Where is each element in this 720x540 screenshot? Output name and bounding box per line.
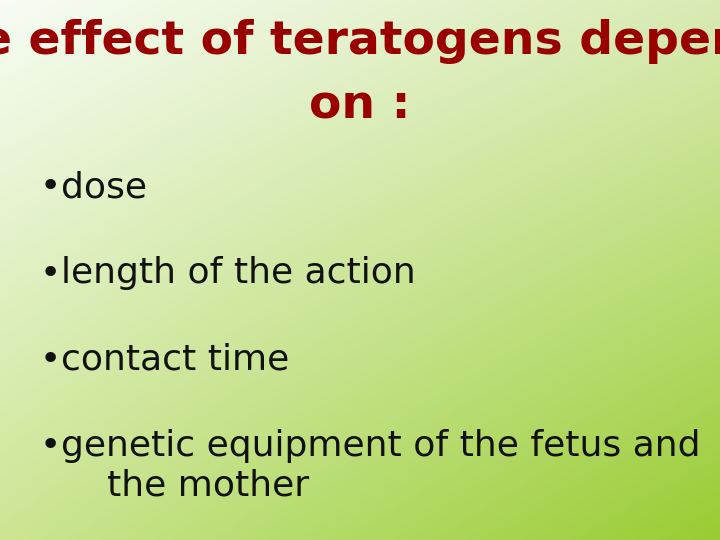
Text: on :: on : [310,84,410,129]
Text: The effect of teratogens depends: The effect of teratogens depends [0,19,720,64]
Text: length of the action: length of the action [61,256,416,291]
Text: •: • [40,343,61,377]
Text: contact time: contact time [61,343,289,377]
Text: •: • [40,256,61,291]
Text: genetic equipment of the fetus and
    the mother: genetic equipment of the fetus and the m… [61,429,701,503]
Text: •: • [40,170,61,204]
Text: dose: dose [61,170,147,204]
Text: •: • [40,429,61,463]
